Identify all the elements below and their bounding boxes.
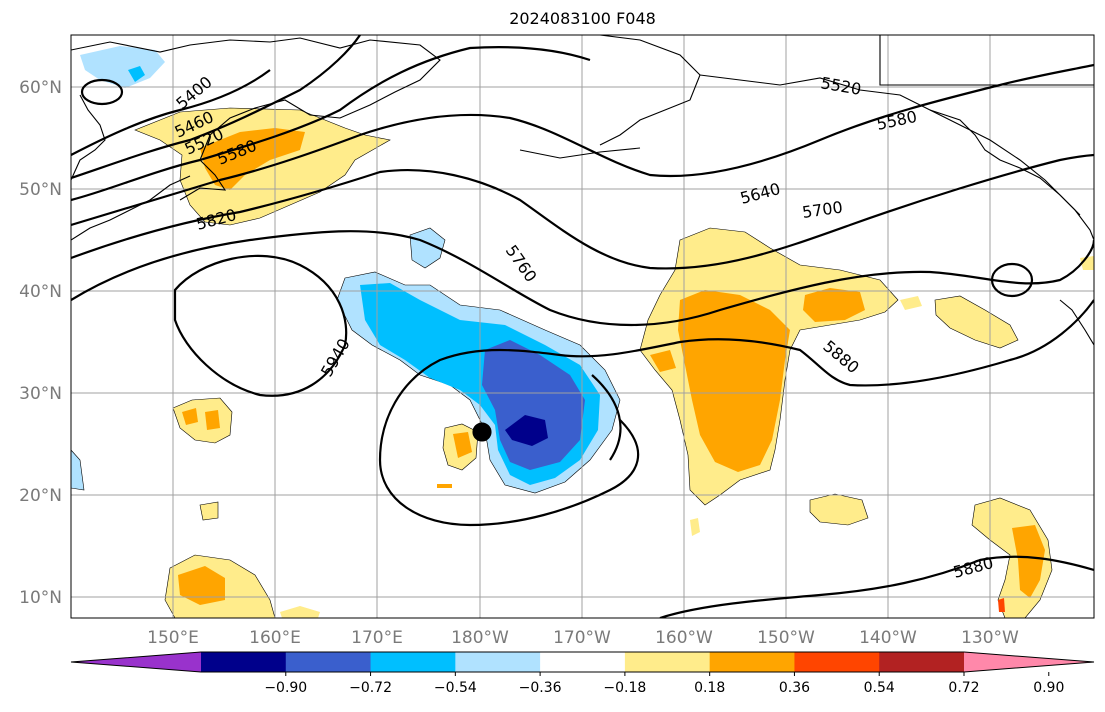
coastlines: [71, 35, 1094, 442]
lon-label: 130°W: [961, 628, 1019, 648]
colorbar-tick-label: 0.90: [1033, 680, 1064, 696]
map-title: 2024083100 F048: [509, 9, 656, 28]
lon-label: 170°W: [553, 628, 611, 648]
lat-label: 60°N: [19, 78, 62, 98]
colorbar-tick-label: 0.54: [864, 680, 895, 696]
colorbar-swatch: [285, 652, 372, 672]
colorbar-swatch: [370, 652, 456, 672]
colorbar-tick-label: −0.36: [519, 680, 562, 696]
lat-label: 10°N: [19, 588, 62, 608]
height-contours: [71, 35, 1094, 618]
colorbar-tick-label: −0.72: [349, 680, 392, 696]
colorbar-tick-label: −0.90: [264, 680, 307, 696]
colorbar-swatch: [879, 652, 965, 672]
latitude-labels: 60°N 50°N 40°N 30°N 20°N 10°N: [19, 78, 62, 608]
colorbar-swatch: [455, 652, 541, 672]
lon-label: 140°W: [859, 628, 917, 648]
colorbar-extend-low: [71, 652, 201, 672]
lon-label: 150°E: [147, 628, 199, 648]
colorbar-swatch: [794, 652, 880, 672]
lat-label: 30°N: [19, 384, 62, 404]
lon-label: 150°W: [757, 628, 815, 648]
lon-label: 160°W: [655, 628, 713, 648]
longitude-labels: 150°E 160°E 170°E 180°W 170°W 160°W 150°…: [147, 628, 1019, 648]
lon-label: 180°W: [451, 628, 509, 648]
colorbar-swatch: [201, 652, 287, 672]
colorbar-swatch: [624, 652, 711, 672]
colorbar-outline: [70, 651, 1095, 673]
colorbar-extend-high: [964, 652, 1094, 672]
colorbar-tick-label: −0.18: [603, 680, 646, 696]
colorbar-swatch: [709, 652, 795, 672]
colorbar-tick-label: −0.54: [434, 680, 477, 696]
colorbar: −0.90 −0.72 −0.54 −0.36 −0.18 0.18 0.36 0.54 0.7…: [70, 651, 1095, 696]
plot-frame: [70, 34, 1095, 619]
colorbar-swatch: [540, 652, 626, 672]
colorbar-tick-label: 0.18: [694, 680, 725, 696]
lat-label: 40°N: [19, 282, 62, 302]
lat-label: 50°N: [19, 180, 62, 200]
colorbar-tick-label: 0.36: [779, 680, 810, 696]
colorbar-tick-label: 0.72: [948, 680, 979, 696]
lat-label: 20°N: [19, 486, 62, 506]
lon-label: 160°E: [249, 628, 301, 648]
lon-label: 170°E: [351, 628, 403, 648]
